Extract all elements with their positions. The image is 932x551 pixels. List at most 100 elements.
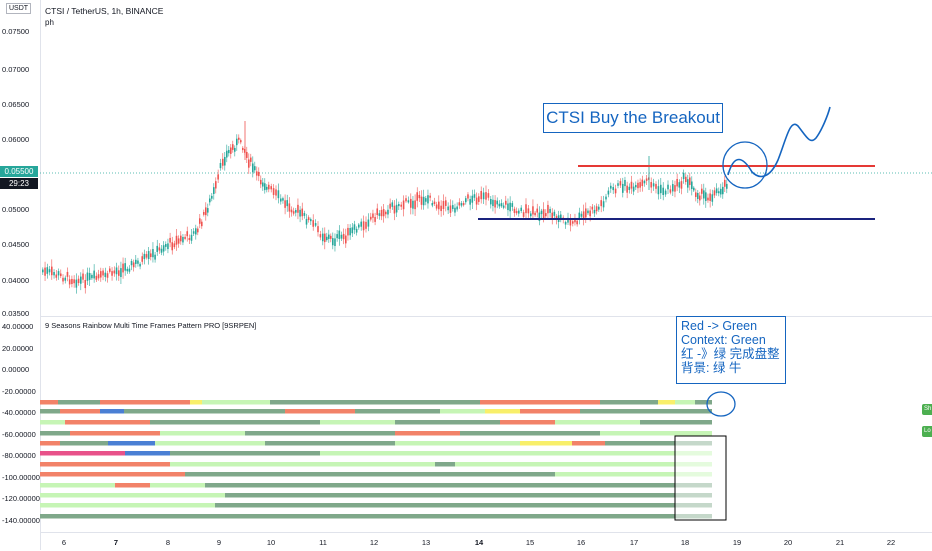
candle-body xyxy=(95,275,98,280)
candle-body xyxy=(628,186,631,191)
candle-body xyxy=(365,221,367,229)
time-axis-label: 18 xyxy=(680,538,690,547)
rainbow-stripe xyxy=(58,400,100,405)
candle-body xyxy=(203,211,205,215)
candle-body xyxy=(230,147,232,154)
candle-body xyxy=(500,203,503,207)
candle-body xyxy=(490,198,492,205)
price-axis[interactable]: USDT 0.07500 0.07000 0.06500 0.06000 0.05000… xyxy=(0,0,41,550)
candle-body xyxy=(48,269,51,273)
candle-body xyxy=(442,201,445,210)
rainbow-stripe xyxy=(695,400,712,405)
candle-body xyxy=(492,199,494,207)
candle-body xyxy=(186,231,189,237)
candle-body xyxy=(400,204,402,207)
rainbow-stripe xyxy=(112,441,155,446)
candle-body xyxy=(662,187,664,195)
currency-badge[interactable]: USDT xyxy=(6,3,32,14)
chart-symbol-title[interactable]: CTSI / TetherUS, 1h, BINANCE xyxy=(45,6,164,16)
note-annotation[interactable]: Red -> Green Context: Green 红 -》绿 完成盘整 背… xyxy=(676,316,786,384)
candle-body xyxy=(46,267,49,274)
candle-body xyxy=(360,221,362,227)
rainbow-stripe xyxy=(124,409,285,414)
rainbow-stripe xyxy=(60,441,108,446)
candle-body xyxy=(505,200,507,205)
candle-body xyxy=(57,271,60,276)
candle-body xyxy=(156,245,159,252)
candle-body xyxy=(264,183,266,191)
time-axis-label: 10 xyxy=(266,538,276,547)
price-axis-label: 0.06500 xyxy=(2,100,30,109)
side-button-lo[interactable]: Lo xyxy=(922,426,932,437)
rainbow-stripe xyxy=(265,441,395,446)
candle-body xyxy=(211,195,213,199)
candle-body xyxy=(447,206,449,211)
indicator-axis-label: -20.00000 xyxy=(2,386,36,396)
candle-body xyxy=(126,268,129,272)
candle-body xyxy=(355,228,358,233)
candle-body xyxy=(518,210,520,214)
chart-subtitle: ph xyxy=(45,18,54,27)
candle-body xyxy=(53,272,55,276)
candle-body xyxy=(672,183,674,192)
candle-body xyxy=(576,220,578,225)
candle-body xyxy=(104,272,107,278)
candle-body xyxy=(275,189,277,196)
headline-annotation[interactable]: CTSI Buy the Breakout xyxy=(543,103,723,133)
candle-body xyxy=(222,158,224,166)
rainbow-stripe xyxy=(40,431,70,436)
rainbow-stripe xyxy=(150,483,205,488)
side-button-sh[interactable]: Sh xyxy=(922,404,932,415)
time-axis[interactable]: 6 7 8 9 10 11 12 13 14 15 16 17 18 19 20 21 22 xyxy=(40,532,932,551)
candle-body xyxy=(422,196,425,206)
indicator-axis-label: -100.00000 xyxy=(2,472,40,482)
candle-body xyxy=(389,203,391,209)
bar-countdown-tag: 29:23 xyxy=(0,178,38,189)
rainbow-stripe xyxy=(225,493,712,498)
time-axis-label: 22 xyxy=(886,538,896,547)
candle-body xyxy=(610,185,612,189)
candle-body xyxy=(224,156,226,166)
candle-body xyxy=(682,172,685,180)
candle-body xyxy=(82,273,84,280)
candle-body xyxy=(137,260,139,264)
rainbow-stripe xyxy=(185,472,555,477)
candle-body xyxy=(705,192,707,201)
candle-body xyxy=(374,216,376,222)
rainbow-stripe xyxy=(40,420,65,425)
candle-body xyxy=(165,244,167,247)
candle-body xyxy=(139,263,141,267)
candle-body xyxy=(689,177,691,185)
price-axis-label: 0.04500 xyxy=(2,240,30,249)
rainbow-stripe xyxy=(40,503,215,508)
candle-body xyxy=(697,193,699,199)
candle-body xyxy=(66,271,69,277)
candle-body xyxy=(75,279,78,288)
candle-body xyxy=(380,209,383,217)
candle-body xyxy=(691,181,693,190)
candle-body xyxy=(68,279,71,285)
candle-body xyxy=(124,263,126,271)
candle-body xyxy=(630,181,633,189)
candle-body xyxy=(109,268,111,272)
time-axis-label: 17 xyxy=(629,538,639,547)
rainbow-stripe xyxy=(70,431,160,436)
time-axis-label: 14 xyxy=(474,538,484,547)
candle-body xyxy=(402,200,405,210)
pane-divider[interactable] xyxy=(40,316,932,317)
candle-body xyxy=(617,183,619,186)
candle-body xyxy=(513,208,516,213)
rainbow-stripe xyxy=(40,451,125,456)
candle-body xyxy=(234,147,236,152)
indicator-title[interactable]: 9 Seasons Rainbow Multi Time Frames Patt… xyxy=(45,321,257,330)
candle-body xyxy=(228,149,230,154)
candle-body xyxy=(440,205,442,212)
candle-body xyxy=(184,236,186,239)
candle-body xyxy=(297,204,299,213)
candle-body xyxy=(248,159,250,168)
candle-body xyxy=(111,271,113,276)
breakout-circle xyxy=(722,141,768,189)
candle-body xyxy=(238,137,240,140)
projection-path xyxy=(727,106,831,178)
